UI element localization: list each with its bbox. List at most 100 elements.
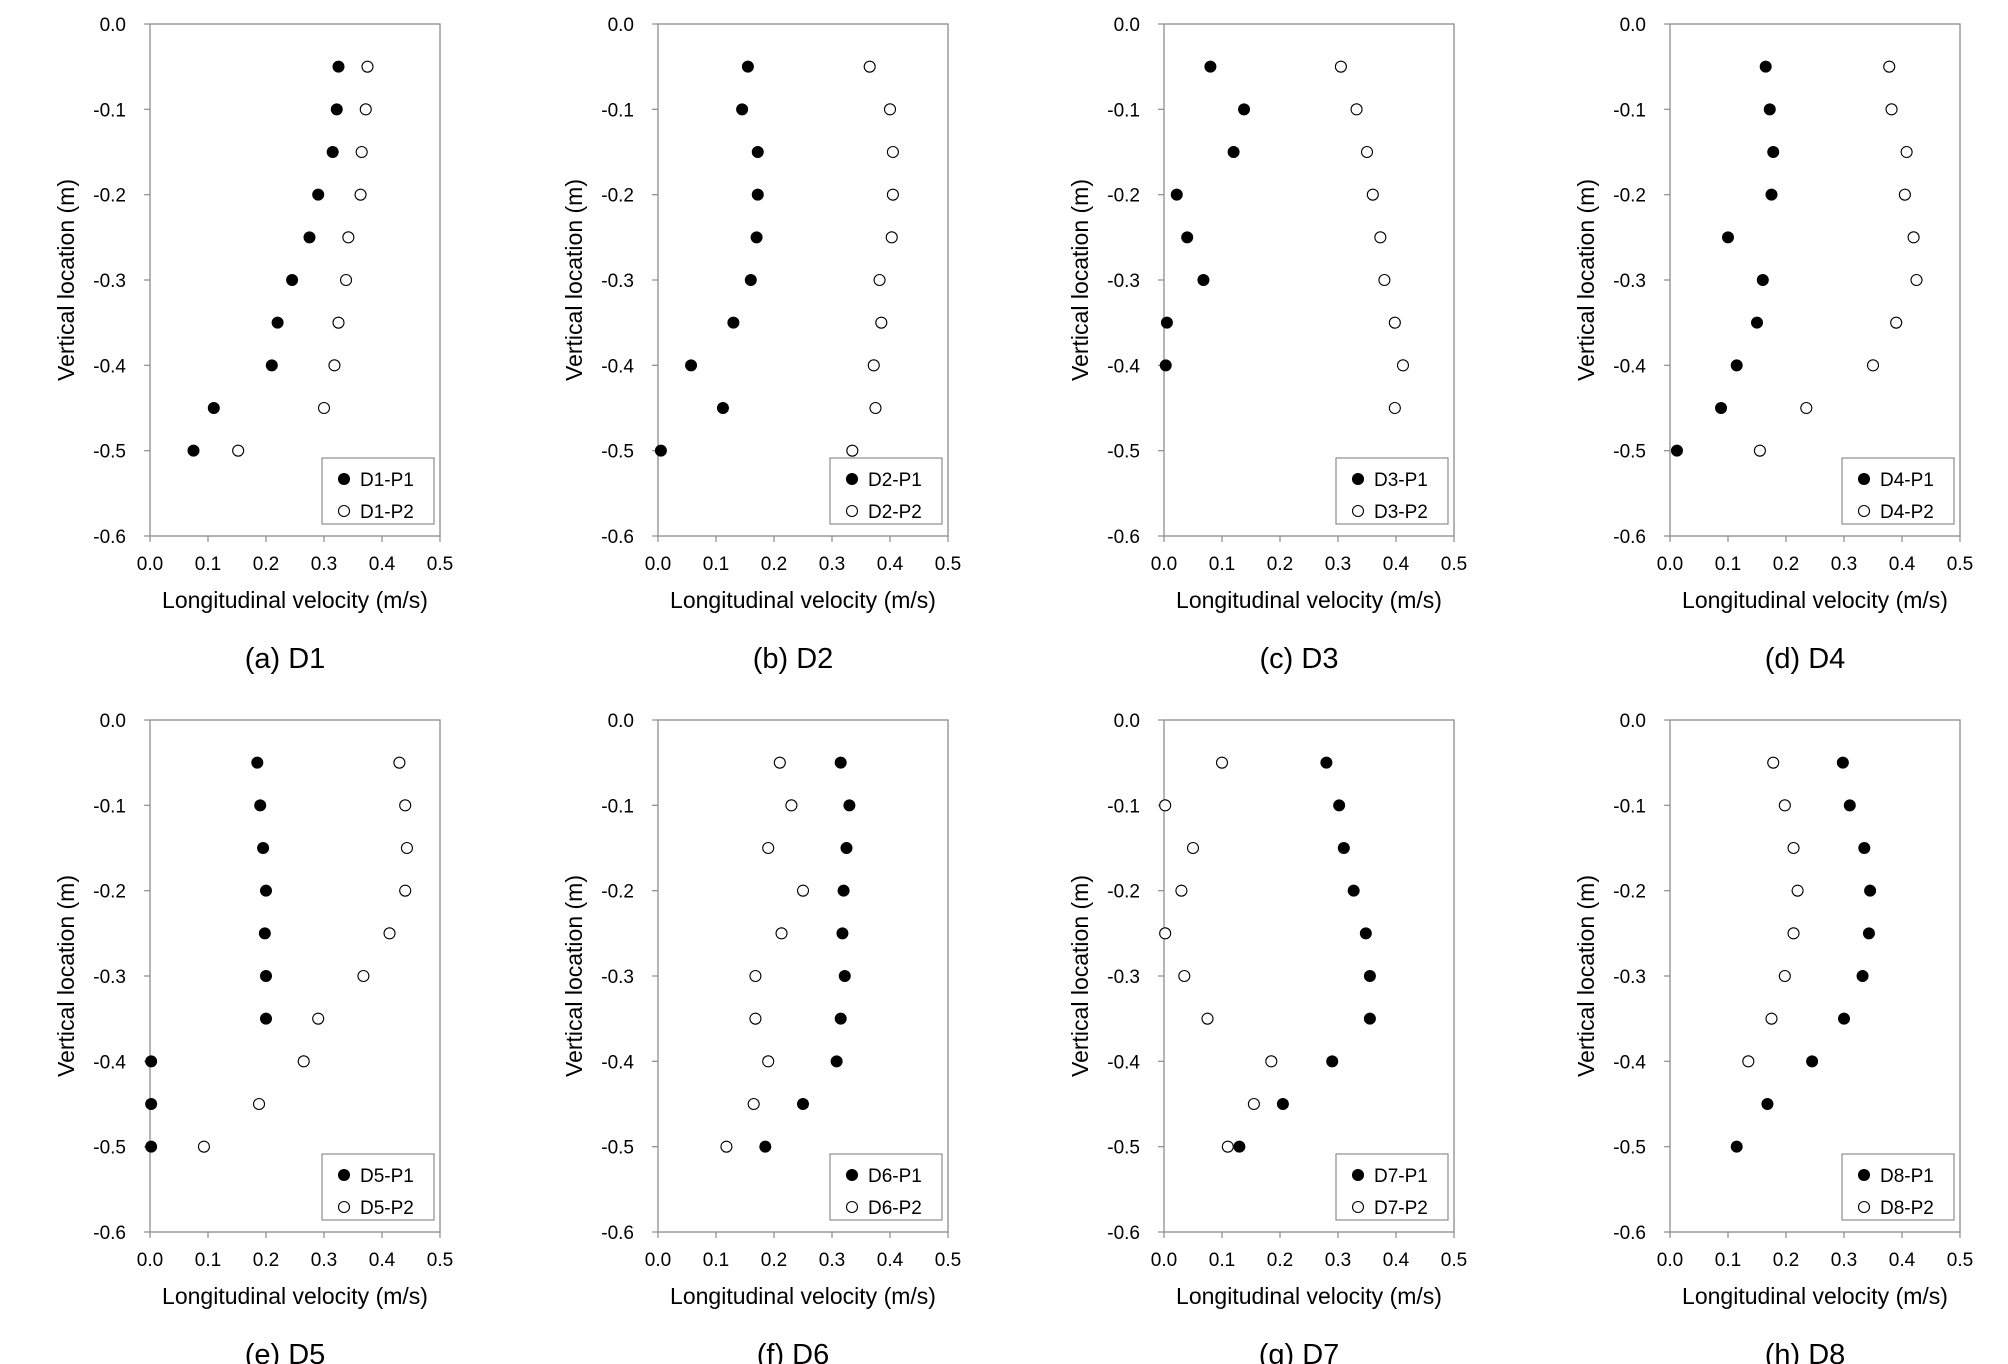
data-point-p2: [252, 1097, 266, 1111]
data-point-p2: [312, 1012, 325, 1025]
y-tick-label: -0.2: [1107, 186, 1140, 207]
y-tick-label: -0.1: [93, 100, 126, 121]
x-tick-label: 0.4: [369, 554, 396, 575]
legend-marker-filled: [845, 1168, 859, 1182]
x-axis-title: Longitudinal velocity (m/s): [670, 1283, 936, 1309]
data-point-p2: [1900, 145, 1913, 159]
data-point-p1: [836, 927, 849, 940]
y-tick-label: -0.6: [1613, 527, 1646, 548]
x-tick-label: 0.2: [761, 1250, 787, 1271]
y-tick-label: 0.0: [1620, 711, 1646, 732]
data-point-p1: [834, 1012, 847, 1025]
y-tick-label: -0.2: [1613, 882, 1646, 903]
legend: D3-P1 D3-P2: [1335, 457, 1449, 525]
data-point-p1: [1722, 231, 1734, 244]
data-point-p2: [1221, 1140, 1234, 1153]
data-point-p1: [271, 316, 284, 329]
data-point-p1: [834, 756, 847, 769]
legend-marker-filled: [337, 472, 351, 486]
legend-marker-open: [1351, 1200, 1365, 1214]
y-tick-label: 0.0: [1114, 711, 1140, 732]
y-tick-label: -0.6: [93, 1223, 126, 1244]
data-point-p2: [383, 927, 396, 940]
data-point-p1: [326, 146, 339, 158]
y-tick-label: -0.1: [1107, 796, 1140, 817]
x-tick-label: 0.1: [703, 554, 729, 575]
legend: D7-P1 D7-P2: [1335, 1153, 1449, 1221]
data-point-p1: [145, 1055, 158, 1068]
x-tick-label: 0.0: [645, 554, 671, 575]
data-point-p2: [1360, 145, 1374, 159]
x-tick-label: 0.2: [1267, 1250, 1293, 1271]
y-axis-title: Vertical location (m): [1067, 875, 1093, 1077]
y-tick-label: -0.5: [93, 442, 126, 463]
x-tick-label: 0.5: [1441, 554, 1467, 575]
x-tick-label: 0.5: [935, 1250, 961, 1271]
y-tick-label: -0.6: [1107, 1223, 1140, 1244]
data-point-p1: [1838, 1012, 1850, 1025]
data-point-p1: [830, 1055, 843, 1068]
x-tick-label: 0.1: [195, 554, 221, 575]
y-tick-label: -0.6: [601, 1223, 634, 1244]
y-axis-title: Vertical location (m): [1573, 875, 1599, 1077]
data-point-p2: [1374, 231, 1387, 244]
y-tick-label: -0.2: [1107, 882, 1140, 903]
data-point-p2: [1265, 1055, 1278, 1068]
data-point-p1: [260, 970, 272, 982]
data-point-p1: [1730, 1140, 1743, 1153]
y-axis-title: Vertical location (m): [561, 179, 587, 381]
legend-marker-filled: [1857, 472, 1871, 486]
y-tick-label: -0.5: [601, 1138, 634, 1159]
data-point-p1: [312, 188, 325, 201]
x-axis-title: Longitudinal velocity (m/s): [1176, 587, 1442, 613]
data-point-p2: [1334, 60, 1347, 73]
data-point-p1: [751, 188, 764, 201]
panel-8: 0.0 -0.1 -0.2 -0.3 -0.4 -0.5 -0.6 0.0 0.1 0.2 0.3 0…: [1573, 711, 1973, 1364]
data-point-p2: [886, 188, 899, 201]
data-point-p2: [867, 359, 880, 372]
data-point-p2: [1898, 188, 1911, 201]
data-point-p1: [258, 927, 271, 940]
x-tick-label: 0.3: [1831, 554, 1857, 575]
x-tick-label: 0.3: [311, 554, 337, 575]
data-point-p1: [1761, 1098, 1774, 1110]
data-point-p2: [359, 103, 372, 116]
data-point-p2: [775, 927, 788, 940]
legend-marker-filled: [337, 1168, 351, 1182]
y-tick-label: -0.2: [601, 186, 634, 207]
y-tick-label: -0.4: [93, 356, 126, 377]
data-point-p1: [265, 359, 278, 372]
data-point-p1: [145, 1140, 158, 1153]
y-tick-label: -0.5: [1613, 1138, 1646, 1159]
data-point-p2: [885, 231, 898, 244]
data-point-p2: [749, 969, 762, 983]
y-tick-label: -0.2: [93, 882, 126, 903]
data-point-p1: [837, 884, 850, 897]
data-point-p1: [1238, 103, 1251, 116]
data-point-p1: [1347, 884, 1360, 897]
data-point-p1: [1715, 402, 1728, 414]
panel-caption: (h) D8: [1765, 1339, 1846, 1364]
y-tick-label: -0.2: [1613, 186, 1646, 207]
data-point-p1: [332, 60, 345, 73]
y-tick-label: -0.1: [1613, 100, 1646, 121]
data-point-p1: [751, 146, 764, 158]
legend-label: D7-P1: [1374, 1166, 1428, 1187]
legend-label: D2-P2: [868, 502, 922, 523]
x-tick-label: 0.2: [1773, 1250, 1799, 1271]
y-tick-label: -0.6: [93, 527, 126, 548]
data-point-p2: [357, 969, 370, 983]
x-tick-label: 0.0: [1657, 554, 1683, 575]
data-point-p2: [361, 60, 374, 73]
legend-marker-filled: [1351, 472, 1365, 486]
data-point-p1: [1756, 274, 1769, 286]
x-tick-label: 0.4: [877, 554, 904, 575]
data-point-p2: [332, 316, 345, 329]
y-axis-title: Vertical location (m): [1573, 179, 1599, 381]
data-point-p2: [354, 188, 367, 201]
y-tick-label: -0.3: [1613, 967, 1646, 988]
y-tick-label: -0.5: [1107, 442, 1140, 463]
x-tick-label: 0.3: [311, 1250, 337, 1271]
data-point-p2: [1778, 969, 1791, 983]
